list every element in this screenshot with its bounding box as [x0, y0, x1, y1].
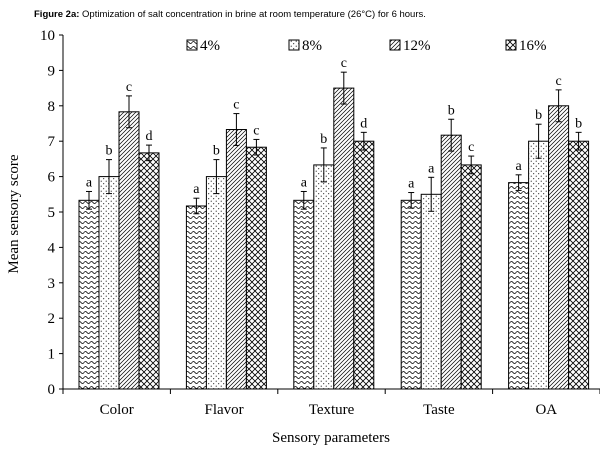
x-axis: Color Flavor Texture Taste OA — [62, 388, 600, 418]
data-label: c — [126, 80, 132, 95]
legend-label: 4% — [200, 38, 220, 54]
bar — [138, 152, 160, 390]
data-label: d — [146, 129, 153, 144]
data-label: c — [253, 123, 259, 138]
legend: 4% 8% 12% 16% — [186, 38, 547, 54]
x-tick-label: Taste — [423, 402, 455, 418]
bar — [118, 111, 140, 390]
y-tick-label: 7 — [48, 134, 56, 150]
figure-caption-text: Optimization of salt concentration in br… — [79, 9, 426, 20]
y-tick-label: 1 — [48, 347, 56, 363]
legend-label: 16% — [519, 38, 547, 54]
x-axis-title: Sensory parameters — [272, 430, 390, 446]
legend-swatch — [389, 39, 401, 51]
data-label: c — [341, 56, 347, 71]
x-tick-label: Flavor — [205, 402, 244, 418]
bar — [508, 182, 530, 390]
bar — [98, 176, 120, 390]
bar — [245, 146, 267, 390]
y-tick-label: 5 — [48, 205, 56, 221]
bar — [353, 140, 375, 390]
y-tick-label: 3 — [48, 276, 56, 292]
data-label: a — [515, 159, 522, 174]
figure-caption: Figure 2a: Optimization of salt concentr… — [34, 9, 594, 20]
x-tick-label: OA — [535, 402, 557, 418]
data-label: b — [535, 108, 542, 123]
bar — [293, 199, 315, 390]
data-label: a — [301, 175, 308, 190]
legend-label: 12% — [403, 38, 431, 54]
data-label: b — [448, 103, 455, 118]
bar — [78, 199, 100, 390]
data-label: c — [555, 74, 561, 89]
data-label: a — [193, 182, 200, 197]
y-tick-label: 10 — [40, 28, 55, 44]
y-tick-label: 8 — [48, 99, 56, 115]
legend-swatch — [288, 39, 300, 51]
bar — [460, 164, 482, 390]
figure-label: Figure 2a: — [34, 9, 80, 20]
data-label: c — [468, 140, 474, 155]
data-label: b — [106, 144, 113, 159]
x-tick-label: Texture — [309, 402, 355, 418]
data-label: d — [360, 116, 367, 131]
data-label: a — [86, 175, 93, 190]
legend-swatch — [186, 39, 198, 51]
bar — [548, 105, 570, 390]
data-label: a — [408, 177, 415, 192]
bar — [205, 176, 227, 390]
data-label: b — [320, 132, 327, 147]
bar — [420, 193, 442, 390]
bar — [313, 164, 335, 390]
bar — [440, 134, 462, 390]
y-tick-label: 6 — [48, 170, 56, 186]
legend-label: 8% — [302, 38, 322, 54]
y-tick-label: 0 — [48, 382, 56, 398]
bar — [400, 199, 422, 390]
x-tick-label: Color — [100, 402, 134, 418]
data-label: b — [213, 144, 220, 159]
y-tick-label: 2 — [48, 311, 56, 327]
data-label: c — [233, 98, 239, 113]
bar — [333, 87, 355, 390]
data-label: a — [428, 161, 435, 176]
y-axis-title: Mean sensory score — [6, 154, 22, 273]
y-tick-label: 4 — [48, 240, 56, 256]
y-axis: 0 1 2 3 4 5 6 7 8 9 10 — [40, 28, 64, 398]
bar — [528, 140, 550, 390]
bar — [185, 205, 207, 390]
data-label: b — [575, 116, 582, 131]
bar — [225, 129, 247, 390]
y-tick-label: 9 — [48, 63, 56, 79]
legend-swatch — [505, 39, 517, 51]
bar — [568, 140, 590, 390]
